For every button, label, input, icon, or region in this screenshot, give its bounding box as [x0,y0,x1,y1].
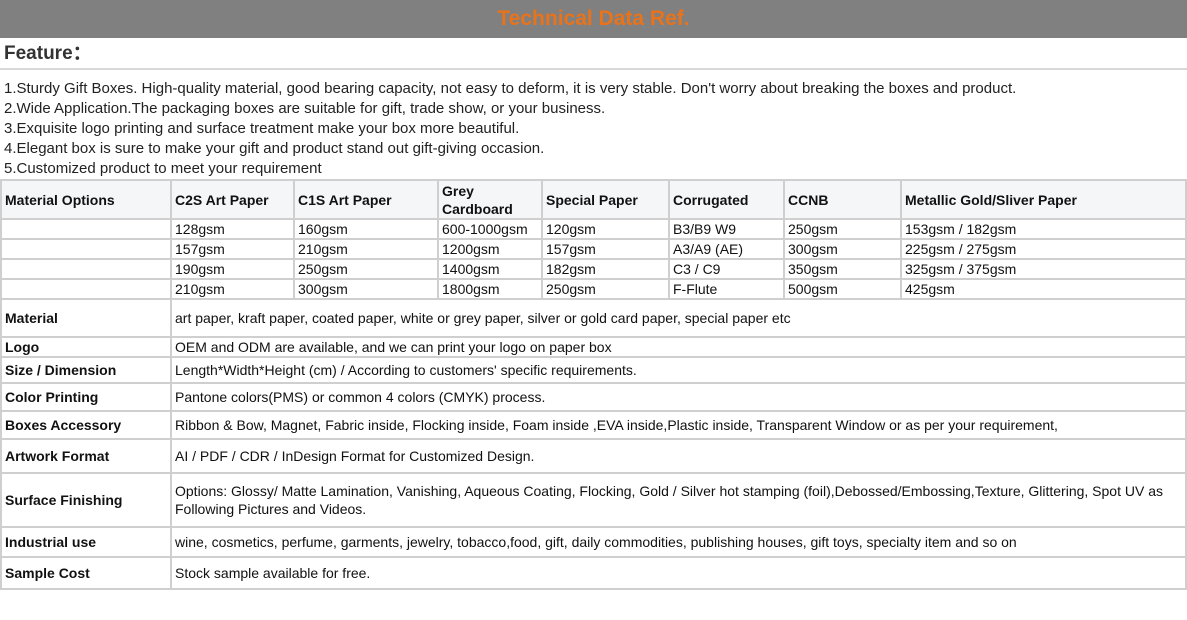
material-row: 157gsm 210gsm 1200gsm 157gsm A3/A9 (AE) 300gs… [0,238,1187,260]
table-cell: 250gsm [541,278,670,300]
spec-value: art paper, kraft paper, coated paper, wh… [170,298,1187,338]
table-cell: 1200gsm [437,238,543,260]
spec-value: OEM and ODM are available, and we can pr… [170,336,1187,358]
table-cell: 350gsm [783,258,902,280]
spec-row: Color Printing Pantone colors(PMS) or com… [0,382,1187,412]
table-cell: 250gsm [783,218,902,240]
column-header: C1S Art Paper [293,179,439,220]
table-cell: 250gsm [293,258,439,280]
spec-value: Ribbon & Bow, Magnet, Fabric inside, Flo… [170,410,1187,440]
spec-table: Material Options C2S Art Paper C1S Art Pap… [0,179,1187,590]
table-cell: F-Flute [668,278,785,300]
table-cell: 300gsm [783,238,902,260]
feature-item: 4.Elegant box is sure to make your gift … [4,140,545,157]
spec-label: Sample Cost [0,556,172,590]
table-cell: 157gsm [170,238,295,260]
column-header: Metallic Gold/Sliver Paper [900,179,1187,220]
spec-label: Logo [0,336,172,358]
material-row: 190gsm 250gsm 1400gsm 182gsm C3 / C9 350gsm 32… [0,258,1187,280]
table-cell: 160gsm [293,218,439,240]
spec-row: Boxes Accessory Ribbon & Bow, Magnet, Fab… [0,410,1187,440]
table-cell: 325gsm / 375gsm [900,258,1187,280]
column-header: Grey Cardboard [437,179,543,220]
table-cell: 225gsm / 275gsm [900,238,1187,260]
material-header-row: Material Options C2S Art Paper C1S Art Pap… [0,179,1187,220]
feature-item: 5.Customized product to meet your requir… [4,160,322,177]
column-header: CCNB [783,179,902,220]
column-header: Special Paper [541,179,670,220]
spec-value: AI / PDF / CDR / InDesign Format for Cus… [170,438,1187,474]
spec-row: Logo OEM and ODM are available, and we ca… [0,336,1187,358]
spec-label: Surface Finishing [0,472,172,528]
material-row: 128gsm 160gsm 600-1000gsm 120gsm B3/B9 W9 250… [0,218,1187,240]
table-cell: 182gsm [541,258,670,280]
spec-value: Stock sample available for free. [170,556,1187,590]
spec-label: Size / Dimension [0,356,172,384]
table-cell: 120gsm [541,218,670,240]
table-cell: 128gsm [170,218,295,240]
table-cell: 153gsm / 182gsm [900,218,1187,240]
spec-row: Size / Dimension Length*Width*Height (cm)… [0,356,1187,384]
table-cell: 300gsm [293,278,439,300]
spec-value: wine, cosmetics, perfume, garments, jewe… [170,526,1187,558]
table-cell: 190gsm [170,258,295,280]
spec-row: Artwork Format AI / PDF / CDR / InDesign … [0,438,1187,474]
column-header: Corrugated [668,179,785,220]
spec-label: Material [0,298,172,338]
table-cell: 1400gsm [437,258,543,280]
table-cell: 425gsm [900,278,1187,300]
feature-item: 3.Exquisite logo printing and surface tr… [4,120,520,137]
spec-label: Industrial use [0,526,172,558]
table-cell: 600-1000gsm [437,218,543,240]
table-cell [0,258,172,280]
table-cell: 1800gsm [437,278,543,300]
spec-row: Industrial use wine, cosmetics, perfume, … [0,526,1187,558]
feature-list: 1.Sturdy Gift Boxes. High-quality materi… [0,70,1187,179]
table-cell: C3 / C9 [668,258,785,280]
table-cell: 157gsm [541,238,670,260]
spec-value: Length*Width*Height (cm) / According to … [170,356,1187,384]
spec-label: Boxes Accessory [0,410,172,440]
table-cell: 500gsm [783,278,902,300]
spec-value: Pantone colors(PMS) or common 4 colors (… [170,382,1187,412]
table-cell [0,218,172,240]
banner-title: Technical Data Ref. [0,0,1187,38]
table-cell: A3/A9 (AE) [668,238,785,260]
table-cell [0,238,172,260]
spec-value: Options: Glossy/ Matte Lamination, Vanis… [170,472,1187,528]
material-row: 210gsm 300gsm 1800gsm 250gsm F-Flute 500gsm 42… [0,278,1187,300]
table-cell: B3/B9 W9 [668,218,785,240]
table-cell: 210gsm [293,238,439,260]
spec-row: Material art paper, kraft paper, coated p… [0,298,1187,338]
spec-row: Surface Finishing Options: Glossy/ Matte … [0,472,1187,528]
feature-item: 1.Sturdy Gift Boxes. High-quality materi… [4,80,1017,97]
column-header: Material Options [0,179,172,220]
column-header: C2S Art Paper [170,179,295,220]
spec-label: Artwork Format [0,438,172,474]
spec-row: Sample Cost Stock sample available for fr… [0,556,1187,590]
table-cell: 210gsm [170,278,295,300]
feature-item: 2.Wide Application.The packaging boxes a… [4,100,606,117]
spec-label: Color Printing [0,382,172,412]
table-cell [0,278,172,300]
feature-heading: Feature： [0,38,1187,70]
